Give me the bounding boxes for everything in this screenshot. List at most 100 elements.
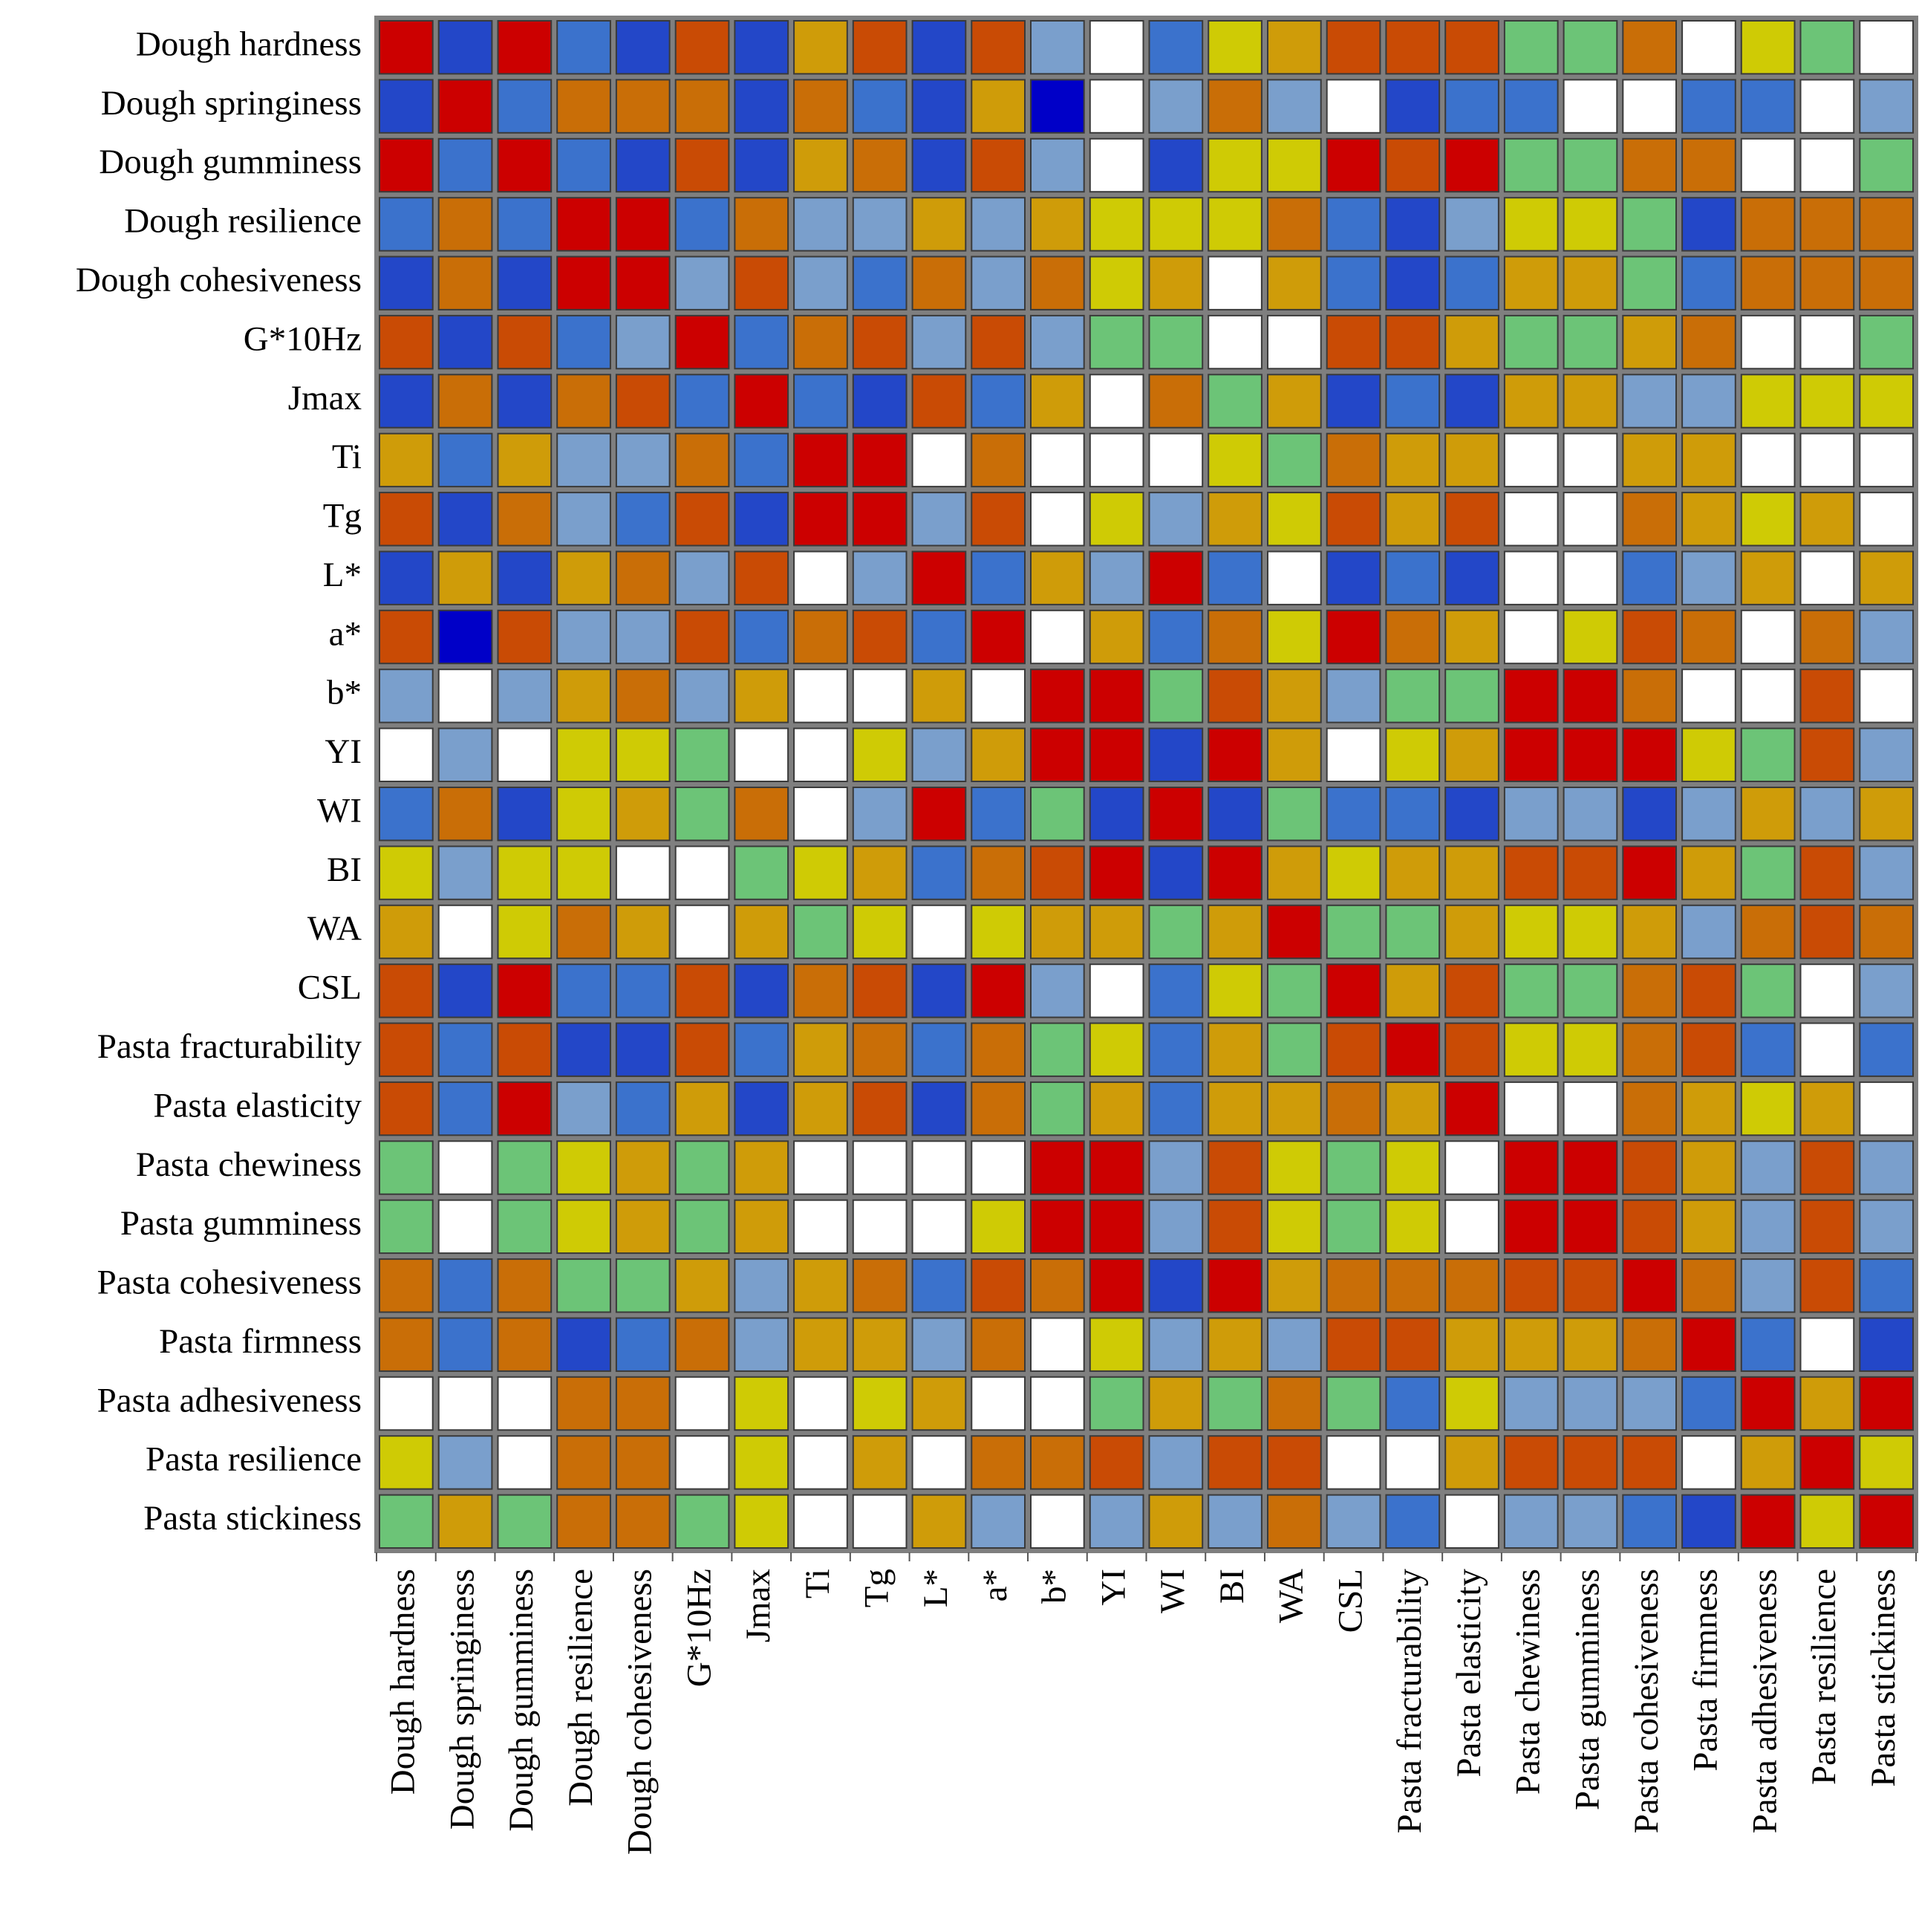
heatmap-cell-dough-gumminess-x-pasta-gumminess [1563,137,1618,193]
heatmap-cell-pasta-firmness-x-yi [1089,1317,1144,1372]
heatmap-cell-bi-x-pasta-resilience [1799,845,1855,900]
heatmap-cell-pasta-firmness-x-l-star [911,1317,967,1372]
heatmap-cell-dough-cohesiveness-x-dough-cohesiveness [615,256,671,310]
heatmap-cell-pasta-stickiness-x-dough-hardness [379,1494,434,1549]
heatmap-cell-dough-springiness-x-pasta-firmness [1681,79,1736,134]
heatmap-cell-pasta-cohesiveness-x-a-star [971,1258,1026,1313]
heatmap-cell-pasta-gumminess-x-b-star [1030,1199,1085,1255]
heatmap-cell-pasta-adhesiveness-x-g-star10hz [674,1376,730,1431]
heatmap-cell-b-star-x-wa [1267,669,1322,723]
heatmap-cell-jmax-x-pasta-resilience [1799,374,1855,429]
heatmap-cell-yi-x-pasta-stickiness [1859,727,1915,782]
heatmap-cell-b-star-x-pasta-stickiness [1859,669,1915,723]
heatmap-cell-jmax-x-pasta-stickiness [1859,374,1915,429]
heatmap-cell-jmax-x-pasta-cohesiveness [1622,374,1678,429]
heatmap-cell-dough-cohesiveness-x-pasta-firmness [1681,256,1736,310]
heatmap-cell-ti-x-bi [1208,432,1262,488]
heatmap-cell-pasta-firmness-x-tg [852,1317,908,1372]
heatmap-cell-b-star-x-pasta-gumminess [1563,669,1618,723]
heatmap-cell-dough-gumminess-x-wa [1267,137,1322,193]
heatmap-cell-pasta-resilience-x-ti [793,1435,848,1490]
heatmap-cell-pasta-chewiness-x-dough-hardness [379,1140,434,1195]
heatmap-cell-jmax-x-jmax [734,374,789,429]
heatmap-cell-pasta-cohesiveness-x-wa [1267,1258,1322,1313]
heatmap-cell-pasta-gumminess-x-yi [1089,1199,1144,1255]
heatmap-cell-g-star10hz-x-a-star [971,314,1026,370]
heatmap-cell-dough-cohesiveness-x-dough-springiness [437,256,493,310]
heatmap-cell-pasta-elasticity-x-l-star [911,1081,967,1136]
heatmap-cell-csl-x-pasta-elasticity [1444,963,1499,1018]
heatmap-cell-dough-hardness-x-pasta-stickiness [1859,20,1915,75]
heatmap-cell-dough-cohesiveness-x-csl [1326,256,1381,310]
heatmap-cell-pasta-fracturability-x-wi [1148,1022,1204,1077]
heatmap-cell-dough-springiness-x-l-star [911,79,967,134]
heatmap-cell-g-star10hz-x-jmax [734,314,789,370]
heatmap-cell-yi-x-bi [1208,727,1262,782]
heatmap-cell-dough-gumminess-x-dough-gumminess [497,137,553,193]
heatmap-cell-pasta-firmness-x-wa [1267,1317,1322,1372]
heatmap-cell-wa-x-jmax [734,904,789,960]
heatmap-cell-g-star10hz-x-pasta-cohesiveness [1622,314,1678,370]
row-label-pasta-elasticity: Pasta elasticity [153,1086,362,1125]
heatmap-cell-wi-x-pasta-adhesiveness [1740,787,1796,842]
heatmap-cell-dough-resilience-x-pasta-resilience [1799,197,1855,252]
heatmap-cell-wi-x-b-star [1030,787,1085,842]
heatmap-cell-l-star-x-dough-resilience [556,550,611,605]
heatmap-cell-b-star-x-ti [793,669,848,723]
heatmap-cell-tg-x-dough-springiness [437,492,493,547]
heatmap-cell-yi-x-ti [793,727,848,782]
column-label-dough-cohesiveness: Dough cohesiveness [621,1569,659,1855]
column-label-csl: CSL [1331,1569,1369,1633]
heatmap-cell-dough-cohesiveness-x-wa [1267,256,1322,310]
heatmap-cell-dough-springiness-x-pasta-stickiness [1859,79,1915,134]
heatmap-cell-pasta-resilience-x-yi [1089,1435,1144,1490]
heatmap-cell-b-star-x-wi [1148,669,1204,723]
heatmap-cell-pasta-fracturability-x-ti [793,1022,848,1077]
heatmap-cell-b-star-x-pasta-cohesiveness [1622,669,1678,723]
heatmap-cell-b-star-x-l-star [911,669,967,723]
heatmap-cell-pasta-elasticity-x-csl [1326,1081,1381,1136]
heatmap-cell-jmax-x-dough-springiness [437,374,493,429]
heatmap-cell-pasta-cohesiveness-x-wi [1148,1258,1204,1313]
heatmap-cell-dough-springiness-x-b-star [1030,79,1085,134]
heatmap-cell-l-star-x-dough-gumminess [497,550,553,605]
row-labels: Dough hardness Dough springiness Dough gum… [76,25,362,1538]
heatmap-cell-dough-resilience-x-dough-springiness [437,197,493,252]
heatmap-cell-tg-x-l-star [911,492,967,547]
heatmap-cell-pasta-adhesiveness-x-pasta-stickiness [1859,1376,1915,1431]
heatmap-cell-pasta-stickiness-x-tg [852,1494,908,1549]
heatmap-cell-pasta-resilience-x-pasta-gumminess [1563,1435,1618,1490]
heatmap-cell-a-star-x-ti [793,609,848,665]
heatmap-cell-pasta-elasticity-x-ti [793,1081,848,1136]
heatmap-cell-pasta-stickiness-x-jmax [734,1494,789,1549]
heatmap-cell-a-star-x-wa [1267,609,1322,665]
column-label-jmax: Jmax [739,1569,778,1642]
heatmap-cell-a-star-x-dough-springiness [437,609,493,665]
row-label-pasta-gumminess: Pasta gumminess [120,1204,362,1243]
heatmap-cell-pasta-cohesiveness-x-dough-cohesiveness [615,1258,671,1313]
heatmap-cell-pasta-stickiness-x-ti [793,1494,848,1549]
heatmap-cell-pasta-cohesiveness-x-pasta-adhesiveness [1740,1258,1796,1313]
heatmap-cell-b-star-x-csl [1326,669,1381,723]
column-label-dough-gumminess: Dough gumminess [502,1569,541,1832]
heatmap-cell-pasta-chewiness-x-dough-resilience [556,1140,611,1195]
heatmap-cell-ti-x-pasta-adhesiveness [1740,432,1796,488]
heatmap-cell-wi-x-dough-hardness [379,787,434,842]
heatmap-cell-b-star-x-dough-resilience [556,669,611,723]
heatmap-cell-csl-x-pasta-cohesiveness [1622,963,1678,1018]
heatmap-cell-pasta-firmness-x-dough-cohesiveness [615,1317,671,1372]
heatmap-cell-pasta-stickiness-x-pasta-fracturability [1385,1494,1441,1549]
row-label-pasta-resilience: Pasta resilience [146,1440,362,1479]
heatmap-cell-pasta-chewiness-x-a-star [971,1140,1026,1195]
heatmap-cell-dough-cohesiveness-x-pasta-gumminess [1563,256,1618,310]
heatmap-cell-yi-x-csl [1326,727,1381,782]
heatmap-cell-dough-resilience-x-pasta-cohesiveness [1622,197,1678,252]
heatmap-cell-dough-resilience-x-yi [1089,197,1144,252]
heatmap-cell-dough-gumminess-x-dough-cohesiveness [615,137,671,193]
heatmap-cell-dough-cohesiveness-x-b-star [1030,256,1085,310]
heatmap-cell-dough-gumminess-x-ti [793,137,848,193]
heatmap-cell-tg-x-pasta-fracturability [1385,492,1441,547]
heatmap-cell-dough-springiness-x-pasta-elasticity [1444,79,1499,134]
heatmap-cell-l-star-x-pasta-gumminess [1563,550,1618,605]
heatmap-cell-tg-x-wa [1267,492,1322,547]
